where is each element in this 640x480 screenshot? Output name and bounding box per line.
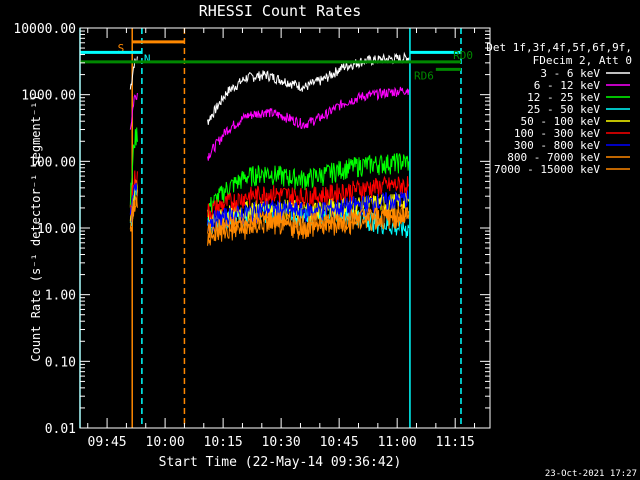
series-layer (129, 51, 410, 246)
x-tick-label: 11:15 (436, 435, 475, 450)
y-tick-label: 0.10 (45, 355, 76, 370)
x-tick-label: 11:00 (378, 435, 417, 450)
bar-label-1: N (144, 52, 151, 65)
footer-date: 23-Oct-2021 17:27 (545, 469, 637, 479)
x-ticks: 09:45 10:00 10:15 10:30 10:45 11:00 11:15 (87, 28, 476, 450)
legend-header-line-2: FDecim 2, Att 0 (533, 54, 632, 67)
legend-entry-label: 25 - 50 keV (527, 103, 600, 116)
legend-entry-label: 7000 - 15000 keV (494, 163, 600, 176)
y-ticks: 10000.00 1000.00 100.00 10.00 1.00 0.10 0.01 (13, 22, 490, 437)
x-tick-label: 10:00 (146, 435, 185, 450)
y-tick-label: 1000.00 (21, 89, 76, 104)
legend-entry-label: 6 - 12 keV (534, 79, 601, 92)
legend-entry-label: 12 - 25 keV (527, 91, 600, 104)
legend-entry-label: 300 - 800 keV (514, 139, 600, 152)
bars-layer: S N RD0 RD6 (80, 40, 473, 82)
x-axis-label: Start Time (22-May-14 09:36:42) (159, 455, 402, 470)
legend-header-line-1: Det 1f,3f,4f,5f,6f,9f, (486, 41, 632, 54)
y-tick-label: 1.00 (45, 289, 76, 304)
x-tick-label: 10:15 (204, 435, 243, 450)
legend: Det 1f,3f,4f,5f,6f,9f, FDecim 2, Att 0 3… (486, 41, 632, 176)
x-tick-label: 10:30 (262, 435, 301, 450)
series-line-2 (129, 127, 410, 217)
series-line-8 (129, 198, 410, 246)
legend-entry-label: 3 - 6 keV (540, 67, 600, 80)
x-tick-label: 10:45 (320, 435, 359, 450)
y-tick-label: 0.01 (45, 422, 76, 437)
bar-label-3: RD0 (453, 49, 473, 62)
legend-entry-label: 50 - 100 keV (521, 115, 601, 128)
legend-entry-label: 800 - 7000 keV (507, 151, 600, 164)
bar-label-0: S (118, 42, 125, 55)
legend-entry-label: 100 - 300 keV (514, 127, 600, 140)
series-line-1 (129, 86, 410, 161)
chart-title: RHESSI Count Rates (199, 2, 362, 20)
y-tick-label: 100.00 (29, 155, 76, 170)
y-tick-label: 10000.00 (13, 22, 76, 37)
bar-label-4: RD6 (414, 69, 434, 82)
y-tick-label: 10.00 (37, 222, 76, 237)
y-axis-label: Count Rate (s⁻¹ detector⁻¹ segment⁻¹) (29, 94, 43, 361)
x-tick-label: 09:45 (88, 435, 127, 450)
